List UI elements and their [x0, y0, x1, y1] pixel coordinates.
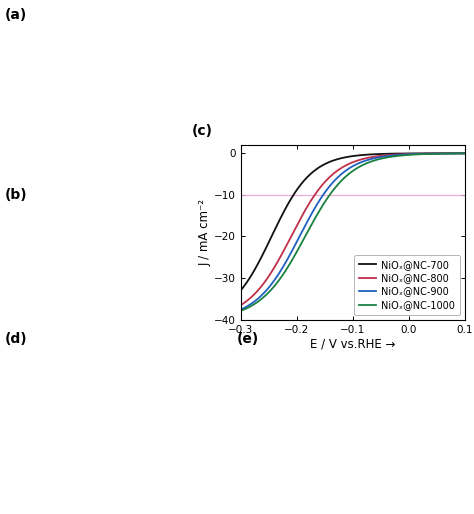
NiOₓ@NC-800	[443, 150, 449, 156]
Text: (e): (e)	[237, 332, 259, 345]
Line: NiOₓ@NC-900: NiOₓ@NC-900	[241, 153, 465, 309]
NiOₓ@NC-700	[297, 182, 303, 188]
NiOₓ@NC-800	[332, 169, 338, 175]
NiOₓ@NC-1000	[448, 151, 454, 157]
NiOₓ@NC-700	[292, 189, 298, 195]
NiOₓ@NC-900	[462, 150, 467, 156]
NiOₓ@NC-800	[448, 150, 454, 156]
NiOₓ@NC-1000	[292, 252, 298, 258]
NiOₓ@NC-900	[448, 150, 454, 156]
NiOₓ@NC-700	[238, 287, 244, 293]
NiOₓ@NC-1000	[238, 308, 244, 314]
NiOₓ@NC-700	[446, 150, 452, 156]
NiOₓ@NC-700	[448, 150, 454, 156]
Text: (c): (c)	[191, 124, 212, 138]
NiOₓ@NC-900	[443, 151, 449, 157]
NiOₓ@NC-900	[292, 242, 298, 248]
NiOₓ@NC-700	[332, 157, 338, 163]
NiOₓ@NC-700	[443, 150, 449, 156]
Line: NiOₓ@NC-800: NiOₓ@NC-800	[241, 153, 465, 305]
X-axis label: E / V vs.RHE →: E / V vs.RHE →	[310, 337, 395, 351]
NiOₓ@NC-800	[446, 150, 452, 156]
NiOₓ@NC-1000	[462, 150, 467, 156]
NiOₓ@NC-800	[297, 216, 303, 222]
NiOₓ@NC-900	[332, 177, 338, 183]
NiOₓ@NC-1000	[297, 243, 303, 249]
Line: NiOₓ@NC-1000: NiOₓ@NC-1000	[241, 153, 465, 311]
Legend: NiOₓ@NC-700, NiOₓ@NC-800, NiOₓ@NC-900, NiOₓ@NC-1000: NiOₓ@NC-700, NiOₓ@NC-800, NiOₓ@NC-900, N…	[354, 255, 460, 315]
NiOₓ@NC-900	[297, 232, 303, 238]
Y-axis label: J / mA cm⁻²: J / mA cm⁻²	[198, 199, 211, 266]
NiOₓ@NC-800	[238, 302, 244, 308]
NiOₓ@NC-1000	[443, 151, 449, 157]
Text: (b): (b)	[5, 188, 27, 201]
NiOₓ@NC-700	[462, 150, 467, 156]
Line: NiOₓ@NC-700: NiOₓ@NC-700	[241, 153, 465, 290]
Text: (d): (d)	[5, 332, 27, 345]
NiOₓ@NC-800	[292, 226, 298, 232]
NiOₓ@NC-900	[238, 306, 244, 313]
NiOₓ@NC-1000	[332, 185, 338, 191]
NiOₓ@NC-900	[446, 151, 452, 157]
NiOₓ@NC-1000	[446, 151, 452, 157]
Text: (a): (a)	[5, 8, 27, 22]
NiOₓ@NC-800	[462, 150, 467, 156]
